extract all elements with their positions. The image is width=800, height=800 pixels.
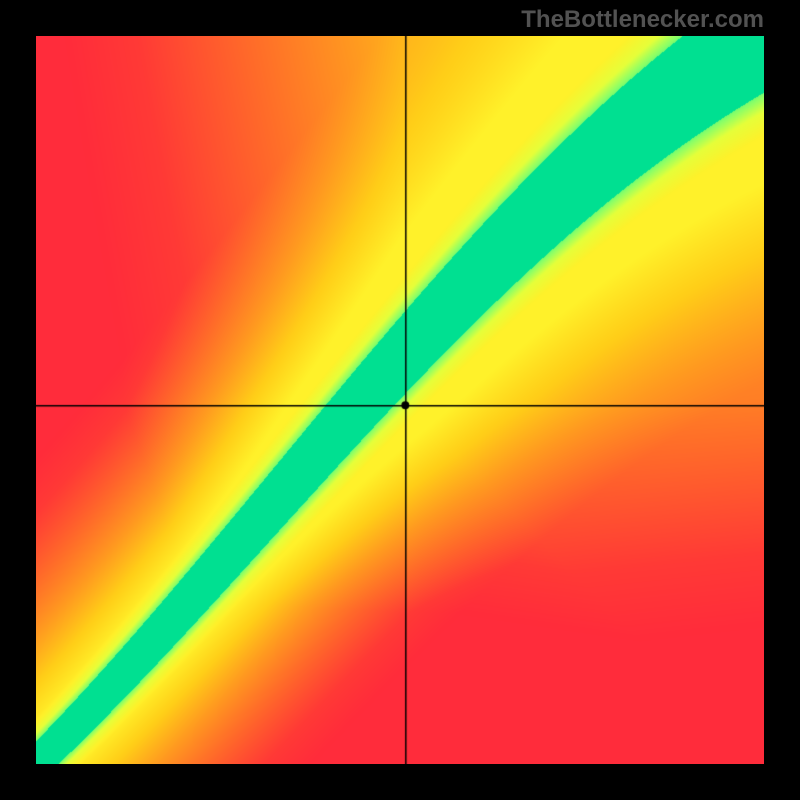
watermark-text: TheBottlenecker.com bbox=[521, 6, 764, 34]
heatmap-canvas bbox=[36, 36, 764, 764]
chart-container: TheBottlenecker.com bbox=[0, 0, 800, 800]
